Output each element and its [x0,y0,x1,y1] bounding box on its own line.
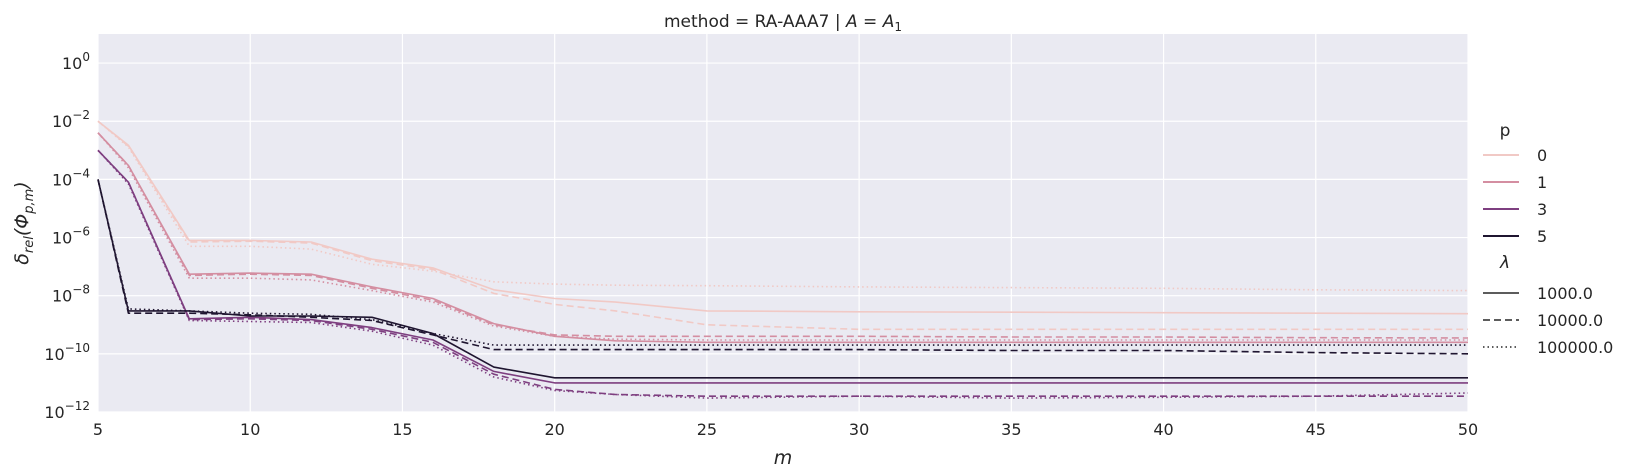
legend-label-lambda-1000_0: 1000.0 [1537,284,1593,303]
y-tick-label: 10−4 [52,166,90,189]
series-lines [97,120,1469,399]
chart-title: method = RA-AAA7 | A = A1 [664,12,902,34]
series-line-p5-lambda-100000_0 [97,179,1468,346]
y-tick-label: 10−8 [52,283,90,306]
x-tick-label: 50 [1458,420,1478,439]
legend-label-p5: 5 [1537,227,1547,246]
series-line-p3-lambda-1000_0 [97,149,1468,384]
grid [97,34,1469,413]
x-tick-label: 25 [697,420,717,439]
y-tick-label: 10−10 [44,341,90,364]
y-tick-label: 10−6 [52,225,90,248]
x-tick-label: 10 [240,420,260,439]
x-tick-labels: 5 10 15 20 25 30 35 40 45 50 [93,420,1478,439]
y-tick-label: 10−2 [52,108,90,131]
plot-background [98,34,1468,412]
legend-title-hue: p [1500,121,1511,141]
x-tick-label: 5 [93,420,103,439]
legend-label-lambda-10000_0: 10000.0 [1537,311,1603,330]
series-line-p1-lambda-10000_0 [97,132,1469,339]
series-line-p3-lambda-10000_0 [97,149,1468,397]
series-line-p1-lambda-100000_0 [97,132,1468,341]
legend-label-p1: 1 [1537,173,1547,192]
series-line-p0-lambda-100000_0 [97,120,1469,292]
y-tick-label: 100 [62,50,90,73]
series-line-p0-lambda-1000_0 [97,120,1469,315]
y-tick-labels: 100 10−2 10−4 10−6 10−8 10−10 10−12 [44,50,90,422]
legend-label-p3: 3 [1537,200,1547,219]
x-tick-label: 40 [1153,420,1173,439]
x-tick-label: 15 [392,420,412,439]
y-axis-label: δrel(Φp,m) [11,181,37,264]
series-line-p5-lambda-1000_0 [97,179,1468,379]
x-tick-label: 45 [1306,420,1326,439]
x-tick-label: 35 [1001,420,1021,439]
x-tick-label: 30 [849,420,869,439]
series-line-p0-lambda-10000_0 [97,120,1468,331]
legend: p 0 1 3 5 λ 1000.0 10000.0 100000.0 [1483,121,1613,357]
series-line-p3-lambda-100000_0 [97,149,1469,399]
y-tick-label: 10−12 [44,399,90,422]
legend-label-p0: 0 [1537,146,1547,165]
x-axis-label: m [774,447,793,469]
x-tick-label: 20 [544,420,564,439]
legend-title-style: λ [1499,253,1510,273]
legend-label-lambda-100000_0: 100000.0 [1537,338,1613,357]
